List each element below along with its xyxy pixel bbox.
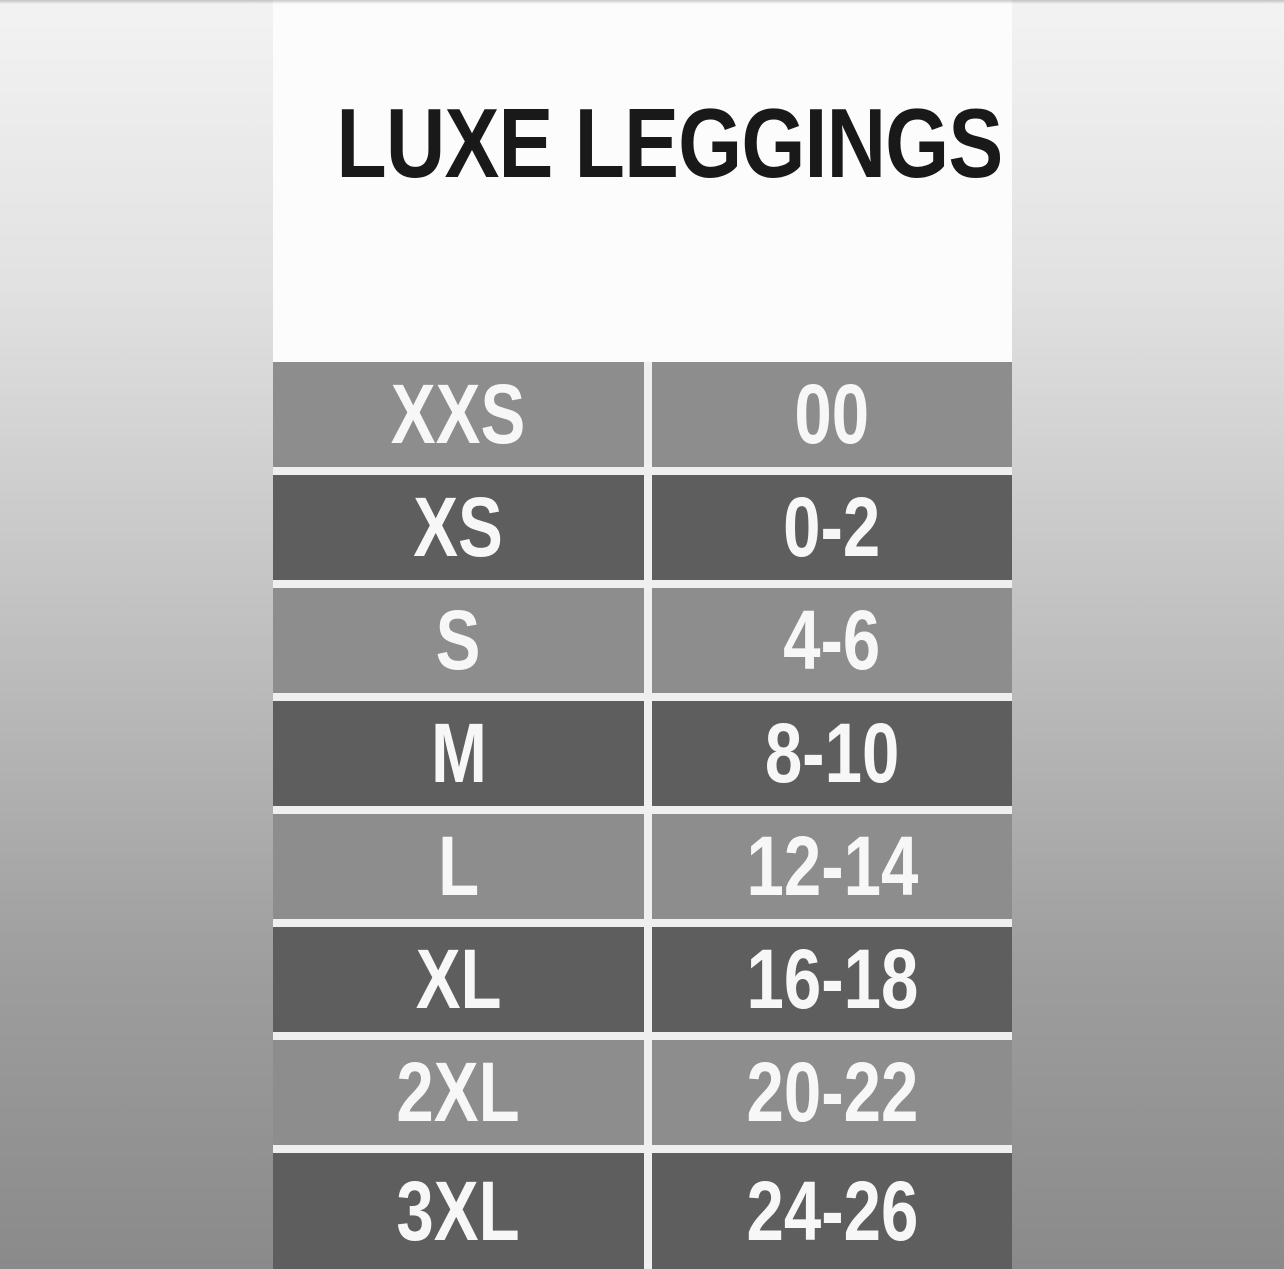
table-row: 3XL 24-26 [273,1153,1012,1269]
table-row: XXS 00 [273,362,1012,467]
us-size-value: 16-18 [746,932,918,1026]
size-cell: 3XL [273,1153,644,1269]
size-label: 3XL [396,1163,521,1258]
table-row: 2XL 20-22 [273,1040,1012,1145]
us-size-value: 12-14 [746,819,918,913]
size-label: L [437,819,480,913]
size-cell: S [273,588,644,693]
us-size-cell: 16-18 [652,927,1012,1032]
us-size-value: 8-10 [764,706,900,800]
us-size-value: 00 [794,367,870,461]
us-size-cell: 20-22 [652,1040,1012,1145]
us-size-cell: 4-6 [652,588,1012,693]
page-title-text: LUXE LEGGINGS [336,88,1003,198]
us-size-value: 0-2 [783,480,881,574]
table-row: S 4-6 [273,588,1012,693]
size-cell: XS [273,475,644,580]
us-size-value: 20-22 [746,1045,918,1139]
table-row: L 12-14 [273,814,1012,919]
size-cell: M [273,701,644,806]
size-cell: 2XL [273,1040,644,1145]
size-label: XS [413,480,504,574]
table-row: XS 0-2 [273,475,1012,580]
size-label: XXS [391,367,526,461]
us-size-cell: 0-2 [652,475,1012,580]
us-size-cell: 24-26 [652,1153,1012,1269]
size-label: XL [415,932,502,1026]
size-cell: XL [273,927,644,1032]
us-size-cell: 8-10 [652,701,1012,806]
size-cell: L [273,814,644,919]
page-title: LUXE LEGGINGS [273,94,1012,192]
us-size-cell: 12-14 [652,814,1012,919]
size-table: XXS 00 XS 0-2 S 4-6 M 8-10 L 12-14 XL [273,362,1012,1269]
us-size-value: 24-26 [746,1163,918,1258]
size-cell: XXS [273,362,644,467]
size-label: 2XL [396,1045,521,1139]
size-label: M [430,706,487,800]
table-row: XL 16-18 [273,927,1012,1032]
table-row: M 8-10 [273,701,1012,806]
us-size-value: 4-6 [783,593,881,687]
content-panel: LUXE LEGGINGS XXS 00 XS 0-2 S 4-6 M 8-10… [273,0,1012,1269]
us-size-cell: 00 [652,362,1012,467]
size-label: S [436,593,481,687]
